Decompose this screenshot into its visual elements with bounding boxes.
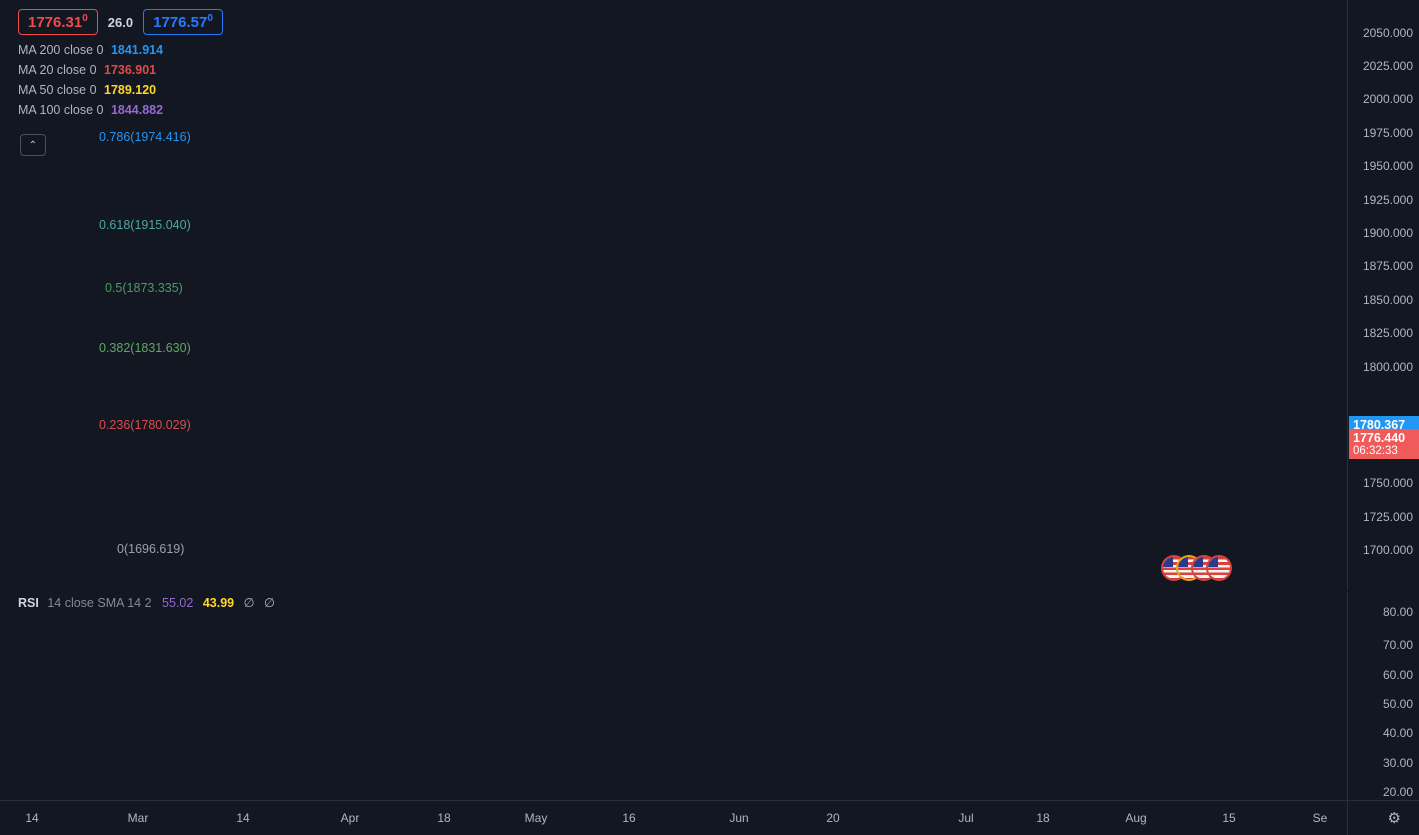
price-axis-tick: 1925.000 <box>1362 193 1413 207</box>
time-axis-tick: May <box>524 811 548 825</box>
time-axis-tick: 14 <box>236 811 250 825</box>
price-axis-tick: 2000.000 <box>1362 92 1413 106</box>
price-axis-tick: 1725.000 <box>1362 510 1413 524</box>
legend-value: 1844.882 <box>110 103 164 117</box>
rsi-legend-null-2: ∅ <box>263 596 275 610</box>
price-axis[interactable]: 2050.000 2025.000 2000.000 1975.000 1950… <box>1347 0 1419 590</box>
legend-row-ma20[interactable]: MA 20 close 0 1736.901 <box>18 60 163 80</box>
price-pane-background <box>0 0 1347 590</box>
rsi-legend-value: 55.02 <box>162 596 194 610</box>
legend-label: MA 50 close 0 <box>18 83 97 97</box>
price-axis-tick: 2050.000 <box>1362 26 1413 40</box>
rsi-axis-tick: 80.00 <box>1382 605 1413 619</box>
legend-label: MA 200 close 0 <box>18 43 104 57</box>
collapse-pane-button[interactable]: ⌃ <box>20 134 46 156</box>
price-axis-tick: 1825.000 <box>1362 326 1413 340</box>
price-axis-tick: 1875.000 <box>1362 259 1413 273</box>
rsi-axis-tick: 40.00 <box>1382 726 1413 740</box>
price-axis-tick: 1950.000 <box>1362 159 1413 173</box>
time-axis-tick: 16 <box>622 811 636 825</box>
legend-row-ma50[interactable]: MA 50 close 0 1789.120 <box>18 80 163 100</box>
legend-value: 1736.901 <box>104 63 157 77</box>
bar-countdown: 06:32:33 <box>1353 445 1398 457</box>
bid-price-sup: 0 <box>82 13 88 24</box>
time-axis-tick: Jul <box>958 811 974 825</box>
time-axis[interactable]: 14 Mar 14 Apr 18 May 16 Jun 20 Jul 18 Au… <box>0 800 1419 835</box>
spread-value: 26.0 <box>107 14 134 30</box>
bid-price-value: 1776.31 <box>28 14 83 31</box>
price-axis-tick: 1700.000 <box>1362 543 1413 557</box>
price-axis-tick: 2025.000 <box>1362 59 1413 73</box>
rsi-legend[interactable]: RSI 14 close SMA 14 2 55.02 43.99 ∅ ∅ <box>18 595 275 610</box>
ask-price-sup: 0 <box>207 13 213 24</box>
bid-price-box[interactable]: 1776.310 <box>18 9 98 35</box>
rsi-pane-background <box>0 592 1347 800</box>
rsi-axis-tick: 60.00 <box>1382 668 1413 682</box>
time-axis-tick: 18 <box>437 811 451 825</box>
rsi-axis-tick: 50.00 <box>1382 697 1413 711</box>
legend-row-ma100[interactable]: MA 100 close 0 1844.882 <box>18 100 163 120</box>
time-axis-tick: 15 <box>1222 811 1236 825</box>
economic-event-flag-icon[interactable] <box>1208 557 1230 579</box>
legend-label: MA 20 close 0 <box>18 63 97 77</box>
rsi-pane[interactable] <box>0 592 1347 800</box>
price-axis-tick: 1800.000 <box>1362 360 1413 374</box>
legend-row-ma200[interactable]: MA 200 close 0 1841.914 <box>18 40 163 60</box>
economic-event-markers[interactable] <box>1163 557 1230 579</box>
rsi-axis-tick: 70.00 <box>1382 638 1413 652</box>
legend-value: 1841.914 <box>110 43 164 57</box>
time-axis-tick: Aug <box>1125 811 1147 825</box>
ask-price-box[interactable]: 1776.570 <box>143 9 223 35</box>
rsi-legend-params: 14 close SMA 14 2 <box>47 596 152 610</box>
ask-price-value: 1776.57 <box>153 14 208 31</box>
price-chart-pane[interactable]: 0.786(1974.416) 0.618(1915.040) 0.5(1873… <box>0 0 1347 590</box>
price-axis-tick: 1850.000 <box>1362 293 1413 307</box>
quote-row: 1776.310 26.0 1776.570 <box>18 9 223 35</box>
current-price-tag: 1776.440 06:32:33 <box>1349 429 1419 459</box>
time-axis-tick: 20 <box>826 811 840 825</box>
time-axis-tick: Jun <box>729 811 749 825</box>
rsi-axis-tick: 20.00 <box>1382 785 1413 799</box>
legend-value: 1789.120 <box>104 83 157 97</box>
gear-icon[interactable]: ⚙ <box>1387 810 1401 827</box>
rsi-axis-tick: 30.00 <box>1382 756 1413 770</box>
rsi-axis[interactable]: 80.00 70.00 60.00 50.00 40.00 30.00 20.0… <box>1347 592 1419 800</box>
rsi-legend-null-1: ∅ <box>243 596 255 610</box>
time-axis-tick: 14 <box>25 811 39 825</box>
time-axis-tick: Mar <box>127 811 149 825</box>
legend-label: MA 100 close 0 <box>18 103 104 117</box>
price-axis-tick: 1750.000 <box>1362 476 1413 490</box>
price-axis-tick: 1975.000 <box>1362 126 1413 140</box>
price-axis-tick: 1900.000 <box>1362 226 1413 240</box>
rsi-sma-legend-value: 43.99 <box>202 596 235 610</box>
chevron-up-icon: ⌃ <box>28 139 38 151</box>
rsi-legend-label: RSI <box>18 596 39 610</box>
time-axis-tick: 18 <box>1036 811 1050 825</box>
time-axis-tick: Se <box>1312 811 1328 825</box>
time-axis-tick: Apr <box>340 811 360 825</box>
moving-average-legend[interactable]: MA 200 close 0 1841.914 MA 20 close 0 17… <box>18 40 163 120</box>
last-price-value: 1780.367 <box>1353 418 1406 432</box>
current-price-value: 1776.440 <box>1353 431 1406 445</box>
